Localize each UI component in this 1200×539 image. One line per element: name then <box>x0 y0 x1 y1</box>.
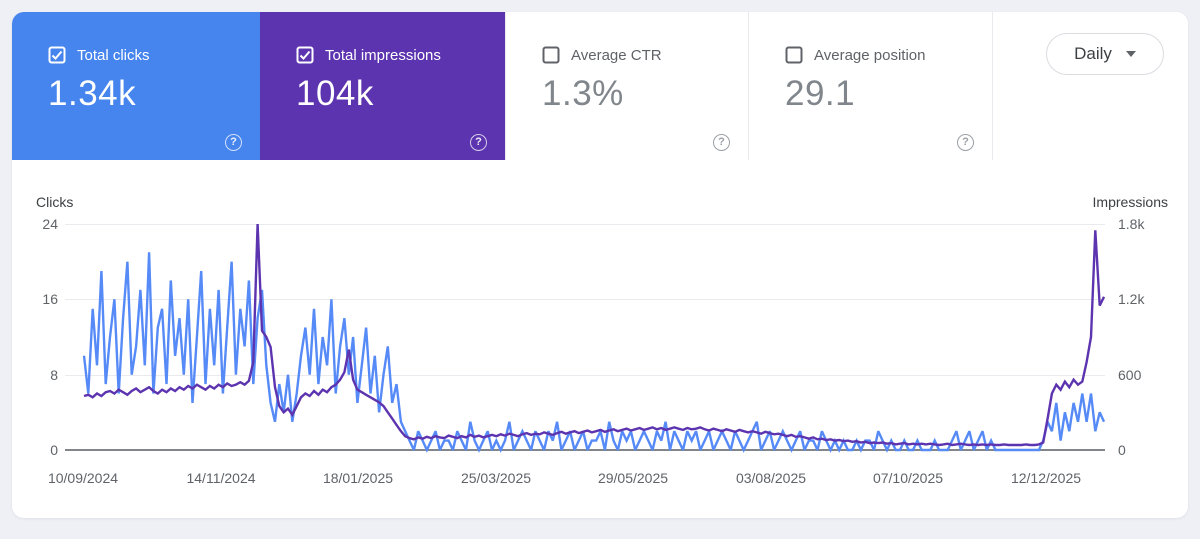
checkbox-average-ctr-icon[interactable] <box>542 46 560 64</box>
right-tick-600: 600 <box>1118 367 1142 383</box>
left-axis-title: Clicks <box>36 194 74 210</box>
metric-card-total-impressions[interactable]: Total impressions 104k ? <box>260 12 505 160</box>
x-tick-date: 25/03/2025 <box>460 470 532 486</box>
help-icon[interactable]: ? <box>470 134 487 151</box>
left-tick-0: 0 <box>50 442 58 458</box>
checkbox-total-impressions-icon[interactable] <box>296 46 314 64</box>
gridline <box>65 375 1105 376</box>
performance-panel: Total clicks 1.34k ? Total impressions 1… <box>12 12 1188 518</box>
right-tick-1-8k: 1.8k <box>1118 216 1145 232</box>
checkbox-average-position-icon[interactable] <box>785 46 803 64</box>
metrics-row: Total clicks 1.34k ? Total impressions 1… <box>12 12 1188 160</box>
x-tick-date: 29/05/2025 <box>597 470 669 486</box>
left-tick-8: 8 <box>50 367 58 383</box>
metric-label: Total clicks <box>77 46 150 64</box>
x-tick-date: 12/12/2025 <box>1010 470 1082 486</box>
x-tick-date: 14/11/2024 <box>186 470 256 486</box>
metric-label: Average CTR <box>571 46 662 64</box>
left-tick-24: 24 <box>42 216 58 232</box>
metric-head: Average CTR <box>542 46 662 64</box>
metric-card-average-position[interactable]: Average position 29.1 ? <box>748 12 992 160</box>
x-tick-date: 10/09/2024 <box>47 470 119 486</box>
right-axis-title: Impressions <box>1092 194 1168 210</box>
help-icon[interactable]: ? <box>713 134 730 151</box>
right-tick-0: 0 <box>1118 442 1126 458</box>
x-tick-date: 07/10/2025 <box>872 470 944 486</box>
metric-head: Total impressions <box>296 46 441 64</box>
metric-head: Average position <box>785 46 925 64</box>
metric-label: Average position <box>814 46 926 64</box>
x-tick-date: 03/08/2025 <box>735 470 807 486</box>
help-icon[interactable]: ? <box>225 134 242 151</box>
metric-card-total-clicks[interactable]: Total clicks 1.34k ? <box>12 12 260 160</box>
clicks-line <box>82 252 1106 453</box>
gridline <box>65 299 1105 300</box>
gridline <box>65 224 1105 225</box>
metric-label: Total impressions <box>325 46 441 64</box>
metric-head: Total clicks <box>48 46 150 64</box>
granularity-value: Daily <box>1074 44 1112 63</box>
right-tick-1-2k: 1.2k <box>1118 291 1145 307</box>
chevron-down-icon <box>1125 51 1136 57</box>
metric-value-average-position: 29.1 <box>785 74 856 113</box>
metric-value-total-clicks: 1.34k <box>48 74 137 113</box>
metric-value-total-impressions: 104k <box>296 74 374 113</box>
plot-area[interactable] <box>65 185 1110 465</box>
metric-card-average-ctr[interactable]: Average CTR 1.3% ? <box>505 12 748 160</box>
performance-chart: Clicks Impressions 24 16 8 0 1.8k 1.2k 6… <box>12 160 1188 518</box>
impressions-line <box>83 223 1106 447</box>
granularity-dropdown[interactable]: Daily <box>1046 33 1164 75</box>
checkbox-total-clicks-icon[interactable] <box>48 46 66 64</box>
x-axis-line <box>65 449 1105 451</box>
controls-segment: Daily <box>992 12 1188 160</box>
left-tick-16: 16 <box>42 291 58 307</box>
metric-value-average-ctr: 1.3% <box>542 74 624 113</box>
x-tick-date: 18/01/2025 <box>322 470 394 486</box>
help-icon[interactable]: ? <box>957 134 974 151</box>
